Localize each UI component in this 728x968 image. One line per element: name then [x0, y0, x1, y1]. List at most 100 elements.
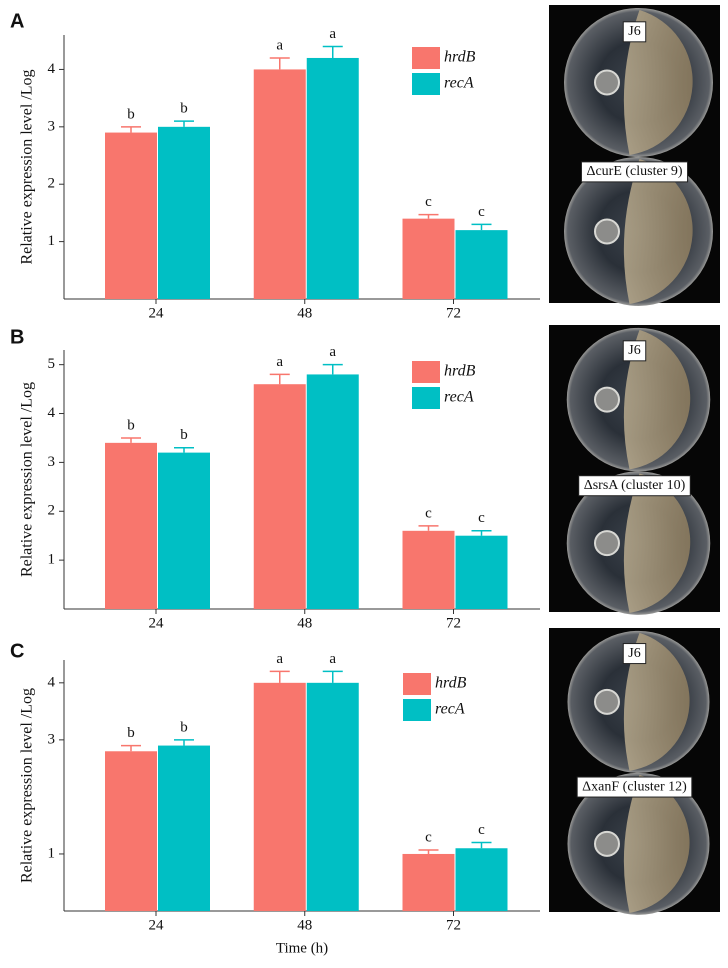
photo-label: J6	[628, 24, 640, 39]
x-axis-label: Time (h)	[276, 940, 328, 956]
colony	[594, 688, 620, 715]
y-tick-label: 1	[48, 552, 56, 568]
error-bar	[269, 57, 290, 70]
legend-label: recA	[444, 75, 474, 92]
y-tick-label: 5	[48, 356, 56, 372]
x-tick-label: 72	[446, 305, 461, 321]
panel-letter: B	[10, 326, 24, 348]
photo-label: ΔxanF (cluster 12)	[582, 779, 687, 794]
significance-letter: c	[478, 510, 485, 526]
error-bar	[174, 446, 194, 453]
significance-letter: a	[276, 354, 283, 370]
error-bar	[121, 744, 141, 752]
fungal-growth	[623, 9, 693, 155]
error-bar	[174, 120, 194, 127]
colony	[594, 386, 620, 413]
fungal-growth	[623, 158, 693, 304]
error-bar	[121, 126, 141, 133]
y-axis-label: Relative expression level /Log	[19, 688, 36, 883]
bar	[158, 452, 210, 609]
significance-letter: b	[180, 427, 188, 443]
bar	[402, 218, 455, 299]
significance-letter: a	[329, 26, 336, 42]
legend-swatch	[403, 673, 431, 695]
photo-label-box	[622, 643, 647, 665]
photo-label-box	[622, 340, 647, 362]
x-tick-label: 24	[149, 917, 165, 933]
x-tick-label: 48	[297, 615, 312, 631]
fungal-growth	[623, 473, 691, 613]
y-axis-label: Relative expression level /Log	[19, 382, 36, 577]
x-tick-label: 48	[297, 917, 312, 933]
error-bar	[418, 849, 439, 854]
y-tick-label: 4	[48, 61, 56, 77]
error-bar	[322, 363, 343, 375]
photo-label-box	[576, 776, 693, 798]
significance-letter: a	[329, 651, 336, 667]
error-bar	[418, 213, 439, 219]
fungal-growth	[623, 329, 691, 470]
bar	[158, 126, 210, 300]
significance-letter: a	[329, 344, 336, 360]
error-bar	[269, 670, 290, 683]
bar	[253, 682, 306, 911]
fungal-growth	[623, 774, 690, 913]
photo-label: J6	[628, 646, 640, 661]
photo-label-box	[622, 21, 647, 43]
error-bar	[322, 45, 343, 58]
fungal-growth	[623, 632, 690, 771]
significance-letter: b	[180, 719, 188, 735]
x-tick-label: 72	[446, 615, 461, 631]
bar	[253, 69, 306, 299]
y-tick-label: 2	[48, 176, 56, 192]
legend-label: hrdB	[444, 363, 476, 380]
error-bar	[471, 841, 492, 849]
y-tick-label: 3	[48, 118, 56, 134]
significance-letter: c	[478, 822, 485, 838]
bar	[158, 745, 210, 911]
legend-label: hrdB	[444, 49, 476, 66]
y-tick-label: 3	[48, 731, 56, 747]
significance-letter: b	[127, 106, 135, 122]
bar	[455, 848, 508, 911]
legend-swatch	[412, 387, 440, 409]
significance-letter: b	[180, 101, 188, 117]
error-bar	[269, 373, 290, 385]
bar	[402, 853, 455, 911]
error-bar	[174, 739, 194, 746]
y-tick-label: 2	[48, 503, 56, 519]
legend-label: recA	[444, 389, 474, 406]
y-tick-label: 1	[48, 233, 56, 249]
x-tick-label: 72	[446, 917, 461, 933]
legend-swatch	[412, 361, 440, 383]
error-bar	[471, 530, 492, 536]
bar	[105, 132, 157, 299]
panel-letter: A	[10, 10, 24, 32]
photo-label: ΔsrsA (cluster 10)	[584, 478, 686, 493]
error-bar	[121, 437, 141, 443]
y-tick-label: 4	[48, 405, 56, 421]
y-tick-label: 1	[48, 845, 56, 861]
y-axis-label: Relative expression level /Log	[19, 69, 36, 264]
significance-letter: c	[425, 505, 432, 521]
colony	[594, 218, 620, 245]
significance-letter: c	[478, 204, 485, 220]
colony	[594, 69, 620, 96]
significance-letter: a	[276, 651, 283, 667]
legend-swatch	[412, 73, 440, 95]
bar	[455, 535, 508, 609]
significance-letter: b	[127, 417, 135, 433]
colony	[594, 830, 620, 857]
legend-swatch	[403, 699, 431, 721]
photo-label-box	[580, 161, 689, 183]
significance-letter: c	[425, 194, 432, 210]
y-tick-label: 4	[48, 674, 56, 690]
significance-letter: a	[276, 37, 283, 53]
legend-swatch	[412, 47, 440, 69]
significance-letter: b	[127, 725, 135, 741]
bar	[306, 682, 359, 911]
photo-label: J6	[628, 343, 640, 358]
x-tick-label: 24	[149, 305, 165, 321]
photo-label: ΔcurE (cluster 9)	[586, 164, 682, 179]
